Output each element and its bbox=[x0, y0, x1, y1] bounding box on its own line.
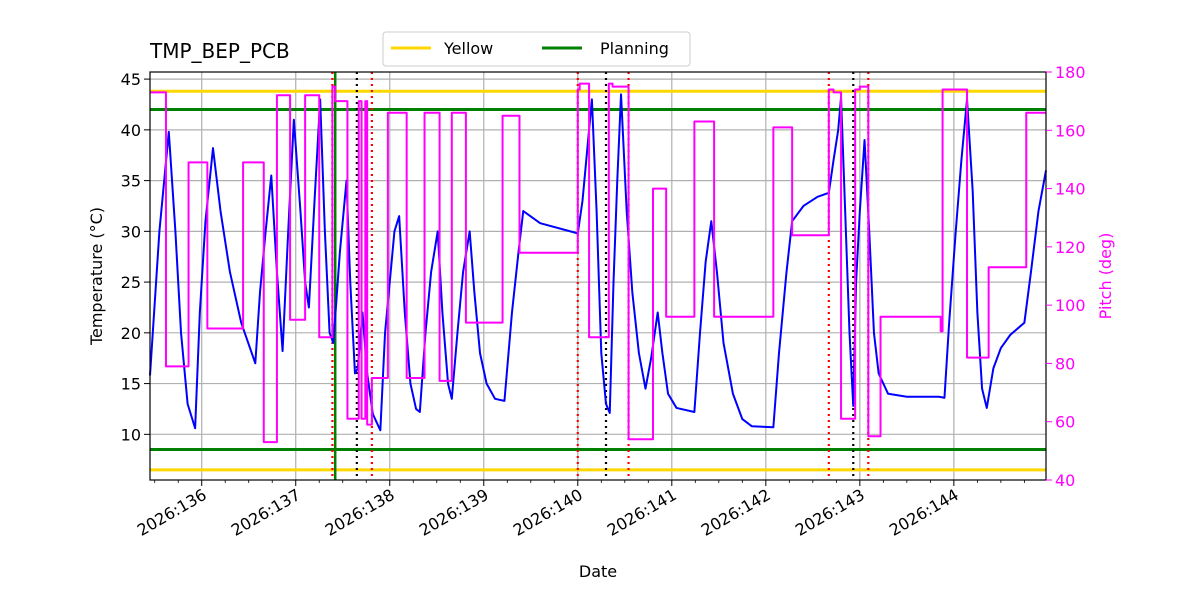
limit-lines bbox=[150, 89, 1046, 472]
y-right-tick-label: 140 bbox=[1055, 180, 1086, 199]
temperature-series-line bbox=[149, 93, 1047, 432]
y-right-tick-label: 100 bbox=[1055, 296, 1086, 315]
legend-label-yellow: Yellow bbox=[443, 39, 493, 58]
series bbox=[149, 82, 1047, 444]
plot-frame bbox=[149, 71, 1047, 481]
y-left-tick-label: 20 bbox=[121, 324, 141, 343]
y-axis-right-title: Pitch (deg) bbox=[1096, 233, 1115, 320]
y-right-tick-label: 180 bbox=[1055, 63, 1086, 82]
y-right-tick-label: 160 bbox=[1055, 121, 1086, 140]
y-left-tick-label: 30 bbox=[121, 222, 141, 241]
x-axis-title: Date bbox=[579, 562, 617, 581]
y-right-tick-label: 60 bbox=[1055, 413, 1075, 432]
y-right-tick-label: 40 bbox=[1055, 471, 1075, 490]
legend-label-planning: Planning bbox=[600, 39, 669, 58]
y-left-tick-label: 10 bbox=[121, 425, 141, 444]
y-left-tick-label: 45 bbox=[121, 70, 141, 89]
y-right-tick-label: 80 bbox=[1055, 354, 1075, 373]
y-left-tick-label: 25 bbox=[121, 273, 141, 292]
y-left-tick-label: 40 bbox=[121, 121, 141, 140]
y-left-tick-label: 35 bbox=[121, 172, 141, 191]
y-right-tick-label: 120 bbox=[1055, 238, 1086, 257]
pitch-series-line bbox=[150, 82, 1046, 444]
legend: Yellow Planning bbox=[382, 31, 691, 67]
legend-frame bbox=[382, 31, 691, 67]
y-axis-left-title: Temperature (°C) bbox=[87, 207, 106, 346]
y-left-tick-label: 15 bbox=[121, 375, 141, 394]
chart-title: TMP_BEP_PCB bbox=[149, 39, 290, 63]
